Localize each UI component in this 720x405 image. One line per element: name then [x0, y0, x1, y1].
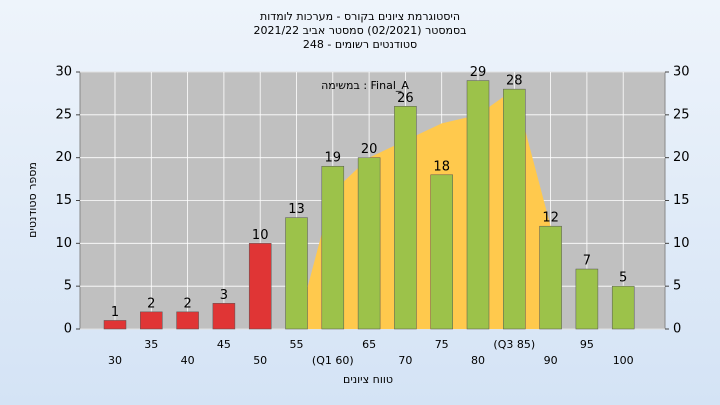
x-tick-label: 95 — [580, 338, 594, 351]
y-tick-label: 10 — [55, 236, 72, 251]
x-tick-label: 50 — [253, 354, 267, 367]
y-tick-label: 30 — [55, 65, 72, 80]
bar — [176, 311, 199, 330]
bar — [466, 80, 490, 330]
bar — [321, 165, 345, 330]
y2-tick-label: 10 — [673, 236, 690, 251]
x-tick-label: 45 — [217, 338, 231, 351]
bar — [140, 311, 163, 330]
x-tick-label: 30 — [108, 354, 122, 367]
x-tick-label: 40 — [181, 354, 195, 367]
x-tick-label: 70 — [398, 354, 412, 367]
x-tick-label: 55 — [290, 338, 304, 351]
annotation: במשימה : Final_A — [321, 79, 409, 92]
x-tick-label: 90 — [544, 354, 558, 367]
x-tick-label: (Q3 85) — [493, 338, 535, 351]
data-label: 29 — [470, 65, 487, 80]
y-tick-label: 15 — [55, 193, 72, 208]
bar — [575, 268, 599, 330]
bar — [394, 106, 417, 330]
x-tick-label: 75 — [435, 338, 449, 351]
x-tick-label: 100 — [613, 354, 634, 367]
bar — [539, 225, 562, 330]
x-axis-label: טווח ציונים — [343, 373, 393, 386]
bar — [611, 285, 635, 330]
x-tick-label: 80 — [471, 354, 485, 367]
y-tick-label: 0 — [64, 322, 72, 337]
chart-subtitle: סטודנטים רשומים - 248 — [303, 38, 417, 51]
x-tick-label: 65 — [362, 338, 376, 351]
y2-tick-label: 5 — [673, 279, 681, 294]
y2-tick-label: 15 — [673, 193, 690, 208]
data-label: 12 — [542, 211, 559, 226]
chart-title: היסטוגרמת ציונים בקורס - מערכות לומדות — [260, 10, 460, 23]
data-label: 20 — [361, 142, 378, 157]
x-tick-label: 35 — [144, 338, 158, 351]
bar — [285, 217, 308, 330]
data-label: 5 — [619, 271, 627, 286]
data-label: 28 — [506, 74, 523, 89]
data-label: 19 — [325, 151, 342, 166]
y-tick-label: 20 — [55, 150, 72, 165]
y2-tick-label: 0 — [673, 322, 681, 337]
y2-tick-label: 25 — [673, 107, 690, 122]
data-label: 2 — [183, 296, 191, 311]
data-label: 1 — [111, 305, 119, 320]
chart-subtitle: בסמסטר (02/2021) סמסטר אביב 2021/22 — [253, 24, 466, 37]
data-label: 18 — [433, 159, 450, 174]
bar — [357, 157, 381, 330]
data-label: 3 — [220, 288, 228, 303]
data-label: 13 — [288, 202, 305, 217]
y-tick-label: 25 — [55, 107, 72, 122]
bar — [430, 174, 453, 330]
data-label: 2 — [147, 296, 155, 311]
y2-tick-label: 20 — [673, 150, 690, 165]
data-label: 26 — [397, 91, 414, 106]
y-axis-label: מספר סטודנטים — [26, 162, 39, 238]
bar — [503, 88, 526, 330]
bar — [212, 303, 236, 330]
x-tick-label: (Q1 60) — [312, 354, 354, 367]
y2-tick-label: 30 — [673, 65, 690, 80]
data-label: 10 — [252, 228, 269, 243]
y-tick-label: 5 — [64, 279, 72, 294]
bar — [248, 243, 272, 330]
data-label: 7 — [583, 254, 591, 269]
bar — [103, 320, 127, 330]
